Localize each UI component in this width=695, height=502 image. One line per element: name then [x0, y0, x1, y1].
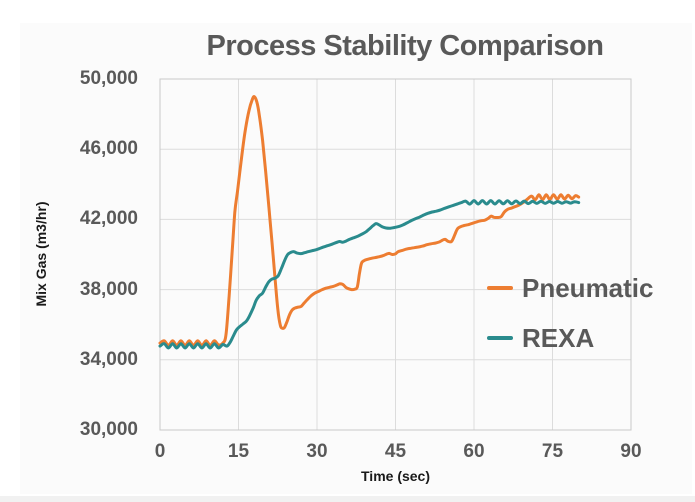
series-line-rexa — [158, 199, 581, 350]
y-tick-label: 50,000 — [79, 68, 138, 89]
legend-item-pneumatic: Pneumatic — [487, 272, 654, 304]
rexa-line-swatch — [487, 336, 513, 340]
legend-item-rexa: REXA — [487, 322, 654, 354]
x-tick-label: 15 — [227, 441, 250, 462]
chart-panel — [20, 23, 692, 494]
chart-title: Process Stability Comparison — [206, 30, 604, 62]
x-tick-label: 30 — [306, 441, 328, 462]
x-tick-label: 90 — [620, 441, 642, 462]
x-tick-label: 45 — [384, 441, 407, 462]
y-tick-label: 46,000 — [79, 138, 138, 160]
x-tick-label: 0 — [154, 441, 166, 462]
legend: Pneumatic REXA — [487, 272, 654, 372]
y-tick-label: 34,000 — [79, 348, 138, 370]
legend-label-rexa: REXA — [522, 322, 595, 353]
y-axis-title: Mix Gas (m3/hr) — [33, 201, 49, 307]
x-axis-title: Time (sec) — [361, 468, 430, 484]
y-tick-label: 42,000 — [79, 208, 138, 230]
y-tick-label: 30,000 — [79, 419, 138, 440]
series-line-pneumatic — [158, 95, 581, 347]
y-tick-label: 38,000 — [79, 278, 138, 300]
x-tick-label: 60 — [463, 441, 485, 462]
pneumatic-line-swatch — [487, 286, 513, 290]
x-tick-label: 75 — [541, 441, 564, 462]
plot-border — [159, 78, 632, 431]
legend-label-pneumatic: Pneumatic — [522, 272, 654, 303]
bottom-strip — [0, 496, 695, 502]
